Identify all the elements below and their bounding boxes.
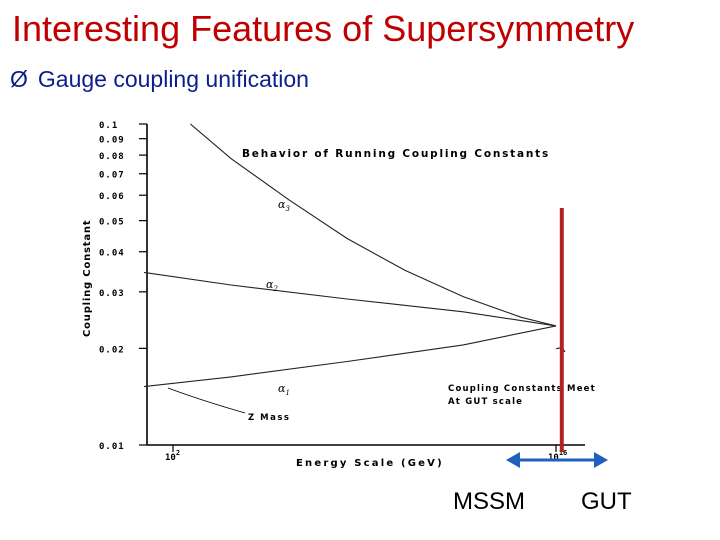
gut-label: GUT	[581, 488, 632, 515]
y-tick-label: 0.09	[99, 136, 125, 146]
gut-overlay	[506, 208, 608, 468]
y-tick-label: 0.03	[99, 289, 125, 299]
chart-labels: Behavior of Running Coupling Constants Co…	[82, 148, 596, 469]
slide-title: Interesting Features of Supersymmetry	[12, 8, 635, 49]
series-label-2: α2	[266, 278, 278, 293]
y-tick-label: 0.08	[99, 152, 125, 162]
y-tick-label: 0.1	[99, 121, 118, 131]
bullet-item: Ø Gauge coupling unification	[10, 66, 309, 93]
series-line-1	[143, 325, 557, 388]
mssm-label: MSSM	[453, 488, 525, 515]
series-line-2	[143, 271, 557, 327]
series-label-1: α1	[278, 382, 290, 397]
annotation-gut-scale: At GUT scale	[448, 397, 523, 407]
arrow-left-head-icon	[506, 452, 520, 468]
series-lines	[143, 123, 557, 388]
bullet-arrow-icon: Ø	[10, 66, 28, 92]
annotation-zmass: Z Mass	[248, 413, 290, 423]
y-tick-label: 0.05	[99, 218, 125, 228]
series-line-3	[190, 123, 557, 327]
annotation-meet: Coupling Constants Meet	[448, 384, 596, 394]
chart-axes	[146, 124, 585, 446]
x-tick-label: 1016	[548, 449, 567, 463]
arrow-right-head-icon	[594, 452, 608, 468]
y-tick-label: 0.07	[99, 171, 125, 181]
series-label-3: α3	[278, 198, 290, 213]
x-ticks: 102 1016	[165, 445, 567, 463]
zmass-pointer	[167, 387, 246, 414]
y-axis-label: Coupling Constant	[82, 220, 93, 337]
bullet-text: Gauge coupling unification	[37, 66, 309, 92]
chart-title: Behavior of Running Coupling Constants	[242, 148, 550, 160]
y-tick-label: 0.06	[99, 192, 125, 202]
x-tick-label: 102	[165, 449, 180, 463]
y-tick-label: 0.02	[99, 345, 125, 355]
y-tick-label: 0.01	[99, 442, 125, 452]
y-ticks: 0.1 0.09 0.08 0.07 0.06 0.05 0.04 0.03 0.02 0.01	[99, 121, 147, 452]
y-tick-label: 0.04	[99, 249, 125, 259]
x-axis-label: Energy Scale (GeV)	[296, 458, 444, 469]
